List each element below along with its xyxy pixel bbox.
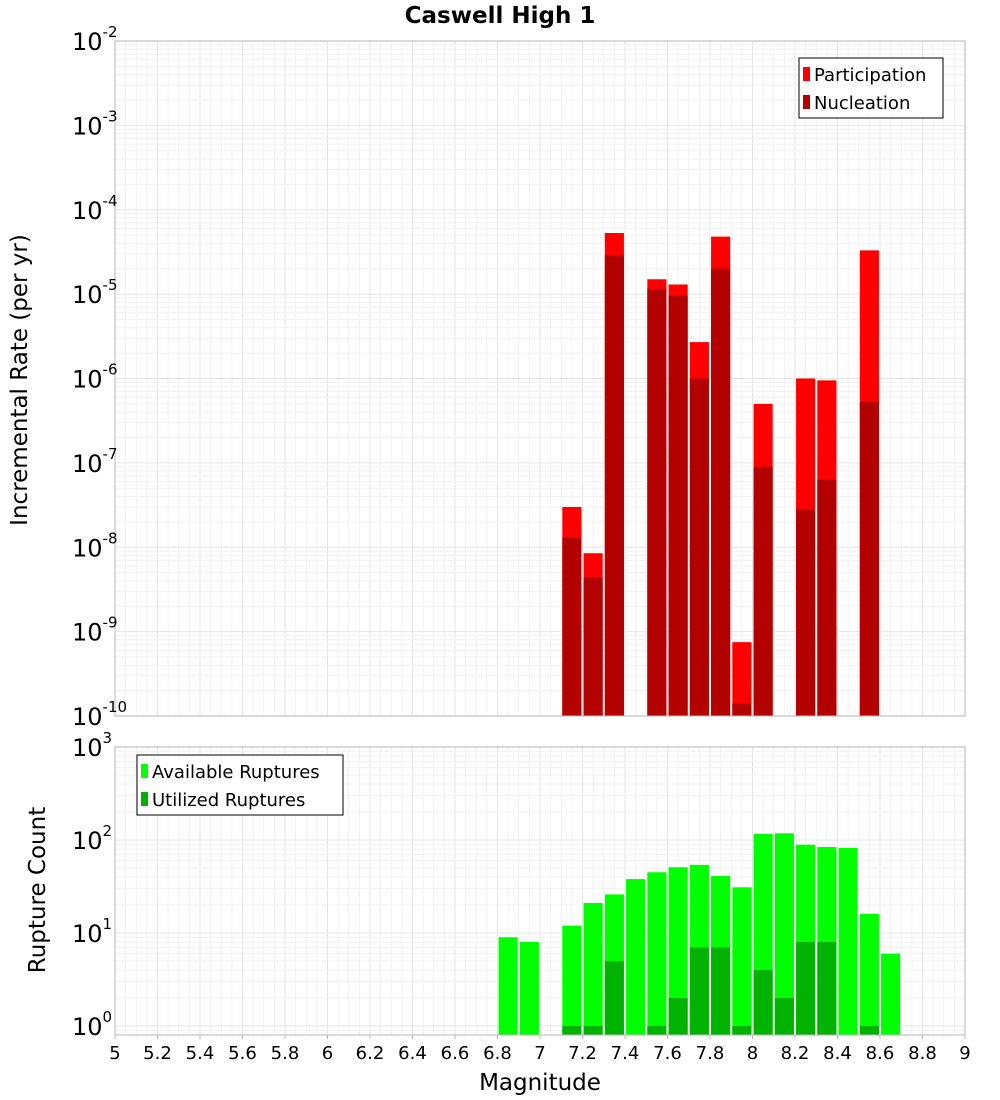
top-bar-participation xyxy=(732,642,752,716)
legend-box xyxy=(136,754,344,816)
bottom-bar-available-ruptures xyxy=(498,937,518,1035)
bottom-bar-utilized-ruptures xyxy=(647,1025,667,1035)
top-bar-nucleation xyxy=(859,401,879,716)
top-bar-nucleation xyxy=(689,378,709,716)
bottom-y-axis-label: Rupture Count xyxy=(25,807,51,973)
y-tick-label: 10-3 xyxy=(72,107,118,140)
x-tick-label: 8 xyxy=(747,1043,758,1064)
plot-frame xyxy=(114,40,966,717)
legend-label: Available Ruptures xyxy=(152,762,320,783)
x-tick-label: 6.2 xyxy=(356,1043,385,1064)
y-tick-label: 101 xyxy=(72,915,112,948)
x-axis-label: Magnitude xyxy=(479,1070,601,1096)
y-tick-label: 103 xyxy=(72,729,112,762)
x-tick-label: 9 xyxy=(959,1043,970,1064)
bottom-bar-utilized-ruptures xyxy=(689,947,709,1035)
bottom-bar-available-ruptures xyxy=(838,848,858,1035)
legend-swatch xyxy=(803,67,810,81)
chart-title: Caswell High 1 xyxy=(405,3,596,29)
y-tick-label: 10-5 xyxy=(72,276,118,309)
y-tick-label: 100 xyxy=(72,1008,112,1041)
legend-box xyxy=(798,57,944,119)
top-bar-nucleation xyxy=(753,466,773,716)
top-bar-nucleation xyxy=(583,577,603,716)
bottom-bar-available-ruptures xyxy=(774,833,794,1035)
x-tick-label: 6.6 xyxy=(441,1043,470,1064)
bottom-bar-utilized-ruptures xyxy=(668,997,688,1035)
bottom-bar-available-ruptures xyxy=(583,903,603,1035)
bottom-bar-utilized-ruptures xyxy=(732,1025,752,1035)
bottom-bar-available-ruptures xyxy=(859,914,879,1035)
bottom-bar-utilized-ruptures xyxy=(604,960,624,1035)
legend-label: Participation xyxy=(814,65,926,86)
top-bar-nucleation xyxy=(796,509,816,716)
bottom-bar-utilized-ruptures xyxy=(796,942,816,1035)
legend-label: Nucleation xyxy=(814,93,910,114)
top-bar-nucleation xyxy=(668,295,688,716)
top-bar-nucleation xyxy=(732,703,752,716)
legend-swatch xyxy=(803,95,810,109)
y-tick-label: 10-7 xyxy=(72,445,118,478)
x-tick-label: 8.2 xyxy=(781,1043,810,1064)
bottom-bar-utilized-ruptures xyxy=(753,969,773,1035)
top-bar-nucleation xyxy=(711,268,731,716)
bottom-bar-utilized-ruptures xyxy=(583,1025,603,1035)
top-bar-nucleation xyxy=(647,289,667,716)
y-tick-label: 10-8 xyxy=(72,529,118,562)
x-tick-label: 5 xyxy=(109,1043,120,1064)
x-tick-label: 7.8 xyxy=(696,1043,725,1064)
x-tick-label: 8.4 xyxy=(823,1043,852,1064)
y-tick-label: 10-2 xyxy=(72,23,118,56)
x-tick-label: 6.4 xyxy=(398,1043,427,1064)
y-tick-label: 10-9 xyxy=(72,614,118,647)
bottom-bar-available-ruptures xyxy=(562,925,582,1035)
x-tick-label: 7.2 xyxy=(568,1043,597,1064)
x-tick-label: 7.6 xyxy=(653,1043,682,1064)
x-tick-label: 5.2 xyxy=(143,1043,172,1064)
x-tick-label: 5.8 xyxy=(271,1043,300,1064)
bottom-bar-utilized-ruptures xyxy=(859,1025,879,1035)
x-tick-label: 8.6 xyxy=(866,1043,895,1064)
bottom-bar-utilized-ruptures xyxy=(711,947,731,1035)
x-tick-label: 7 xyxy=(534,1043,545,1064)
y-tick-label: 102 xyxy=(72,822,112,855)
y-tick-label: 10-10 xyxy=(72,698,127,731)
bottom-bar-available-ruptures xyxy=(626,879,646,1035)
bottom-bar-utilized-ruptures xyxy=(562,1025,582,1035)
x-tick-label: 6.8 xyxy=(483,1043,512,1064)
bottom-bar-available-ruptures xyxy=(881,953,901,1035)
x-tick-label: 8.8 xyxy=(908,1043,937,1064)
x-tick-label: 5.6 xyxy=(228,1043,257,1064)
legend-swatch xyxy=(141,764,148,778)
x-tick-label: 6 xyxy=(322,1043,333,1064)
top-bar-nucleation xyxy=(817,479,837,716)
top-bar-nucleation xyxy=(604,255,624,716)
bottom-bar-available-ruptures xyxy=(647,872,667,1035)
top-bar-nucleation xyxy=(562,537,582,716)
bottom-bar-available-ruptures xyxy=(668,867,688,1035)
bottom-bar-available-ruptures xyxy=(732,887,752,1035)
x-tick-label: 5.4 xyxy=(186,1043,215,1064)
bottom-bar-utilized-ruptures xyxy=(774,997,794,1035)
x-tick-label: 7.4 xyxy=(611,1043,640,1064)
bottom-bar-utilized-ruptures xyxy=(817,942,837,1035)
y-tick-label: 10-6 xyxy=(72,361,118,394)
y-tick-label: 10-4 xyxy=(72,192,118,225)
top-y-axis-label: Incremental Rate (per yr) xyxy=(7,234,33,526)
legend-label: Utilized Ruptures xyxy=(152,790,305,811)
legend-swatch xyxy=(141,792,148,806)
bottom-bar-available-ruptures xyxy=(519,942,539,1035)
